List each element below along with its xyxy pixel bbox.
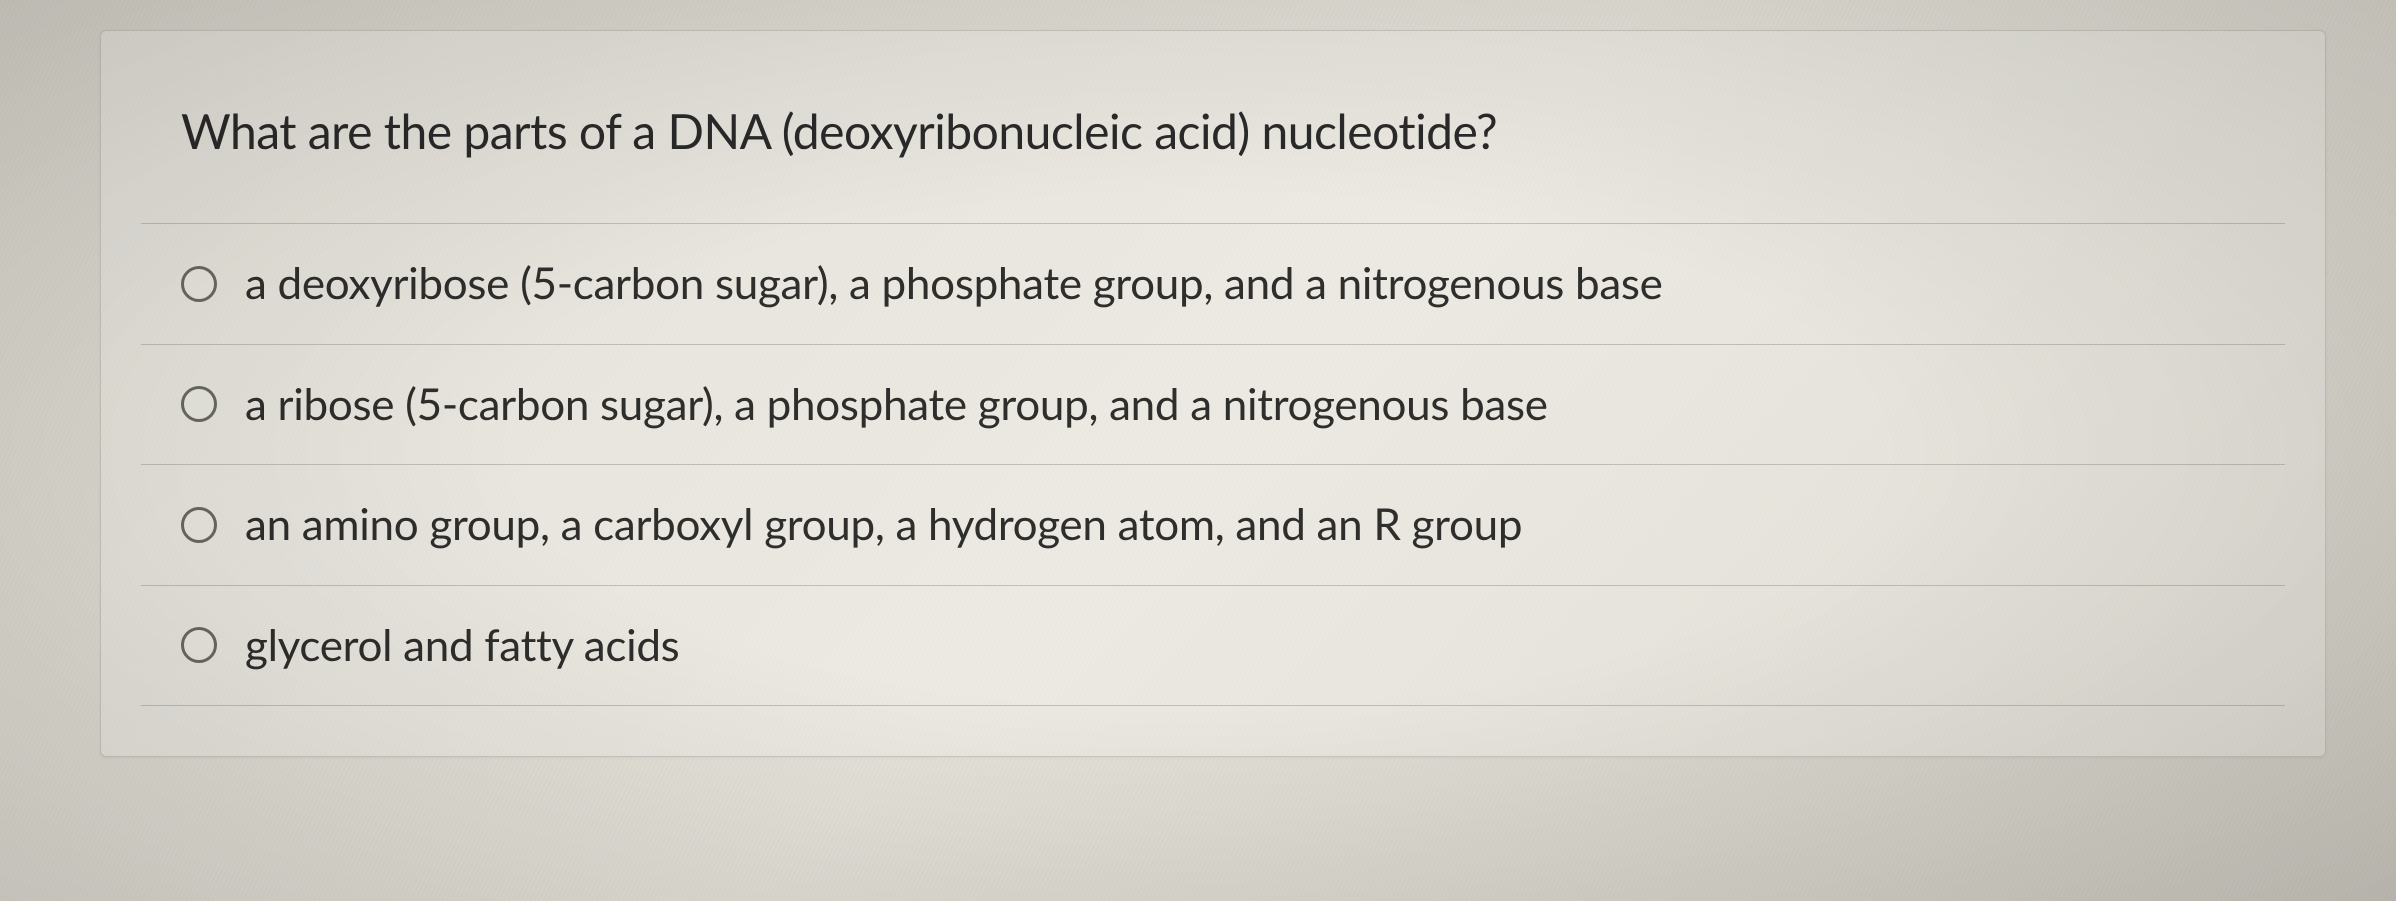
option-label: an amino group, a carboxyl group, a hydr… <box>245 495 1522 554</box>
question-card: What are the parts of a DNA (deoxyribonu… <box>100 30 2326 757</box>
option-row[interactable]: a ribose (5-carbon sugar), a phosphate g… <box>141 344 2285 464</box>
option-label: glycerol and fatty acids <box>245 616 679 675</box>
question-prompt: What are the parts of a DNA (deoxyribonu… <box>101 31 2325 223</box>
radio-button-icon[interactable] <box>181 507 217 543</box>
options-container: a deoxyribose (5-carbon sugar), a phosph… <box>101 223 2325 756</box>
option-row[interactable]: an amino group, a carboxyl group, a hydr… <box>141 464 2285 584</box>
option-label: a deoxyribose (5-carbon sugar), a phosph… <box>245 254 1663 313</box>
radio-button-icon[interactable] <box>181 627 217 663</box>
radio-button-icon[interactable] <box>181 386 217 422</box>
radio-button-icon[interactable] <box>181 266 217 302</box>
option-row[interactable]: glycerol and fatty acids <box>141 585 2285 706</box>
option-row[interactable]: a deoxyribose (5-carbon sugar), a phosph… <box>141 223 2285 343</box>
option-label: a ribose (5-carbon sugar), a phosphate g… <box>245 375 1548 434</box>
